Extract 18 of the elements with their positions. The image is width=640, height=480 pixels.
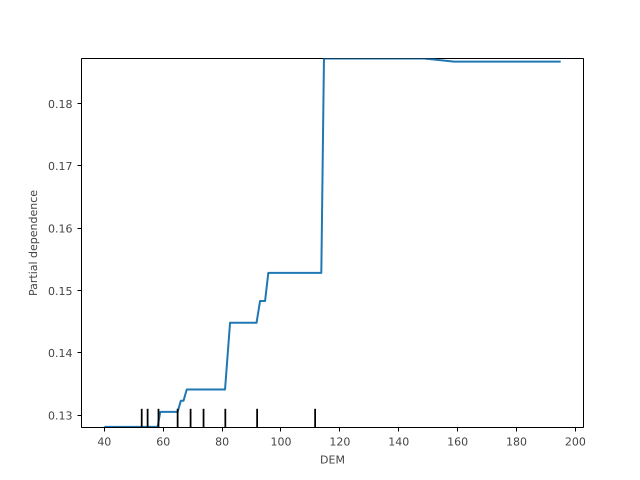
x-tick-label: 100 bbox=[270, 436, 292, 448]
x-tick-label: 140 bbox=[388, 436, 410, 448]
x-tick-label: 160 bbox=[447, 436, 468, 448]
x-tick-label: 40 bbox=[97, 436, 112, 448]
y-tick-label: 0.17 bbox=[48, 160, 73, 174]
y-axis-title: Partial dependence bbox=[27, 190, 40, 296]
x-tick-label: 60 bbox=[156, 436, 170, 448]
y-tick-label: 0.18 bbox=[48, 98, 73, 111]
x-tick-label: 120 bbox=[329, 436, 350, 448]
x-tick-label: 180 bbox=[506, 436, 528, 448]
y-tick-label: 0.14 bbox=[48, 347, 73, 360]
y-tick-label: 0.16 bbox=[48, 222, 73, 236]
y-tick-label: 0.13 bbox=[48, 410, 73, 423]
x-axis-title: DEM bbox=[320, 454, 345, 466]
x-tick-label: 200 bbox=[564, 436, 586, 448]
y-tick-label: 0.15 bbox=[48, 284, 73, 298]
line-series bbox=[103, 58, 562, 428]
x-tick-label: 80 bbox=[215, 436, 230, 448]
